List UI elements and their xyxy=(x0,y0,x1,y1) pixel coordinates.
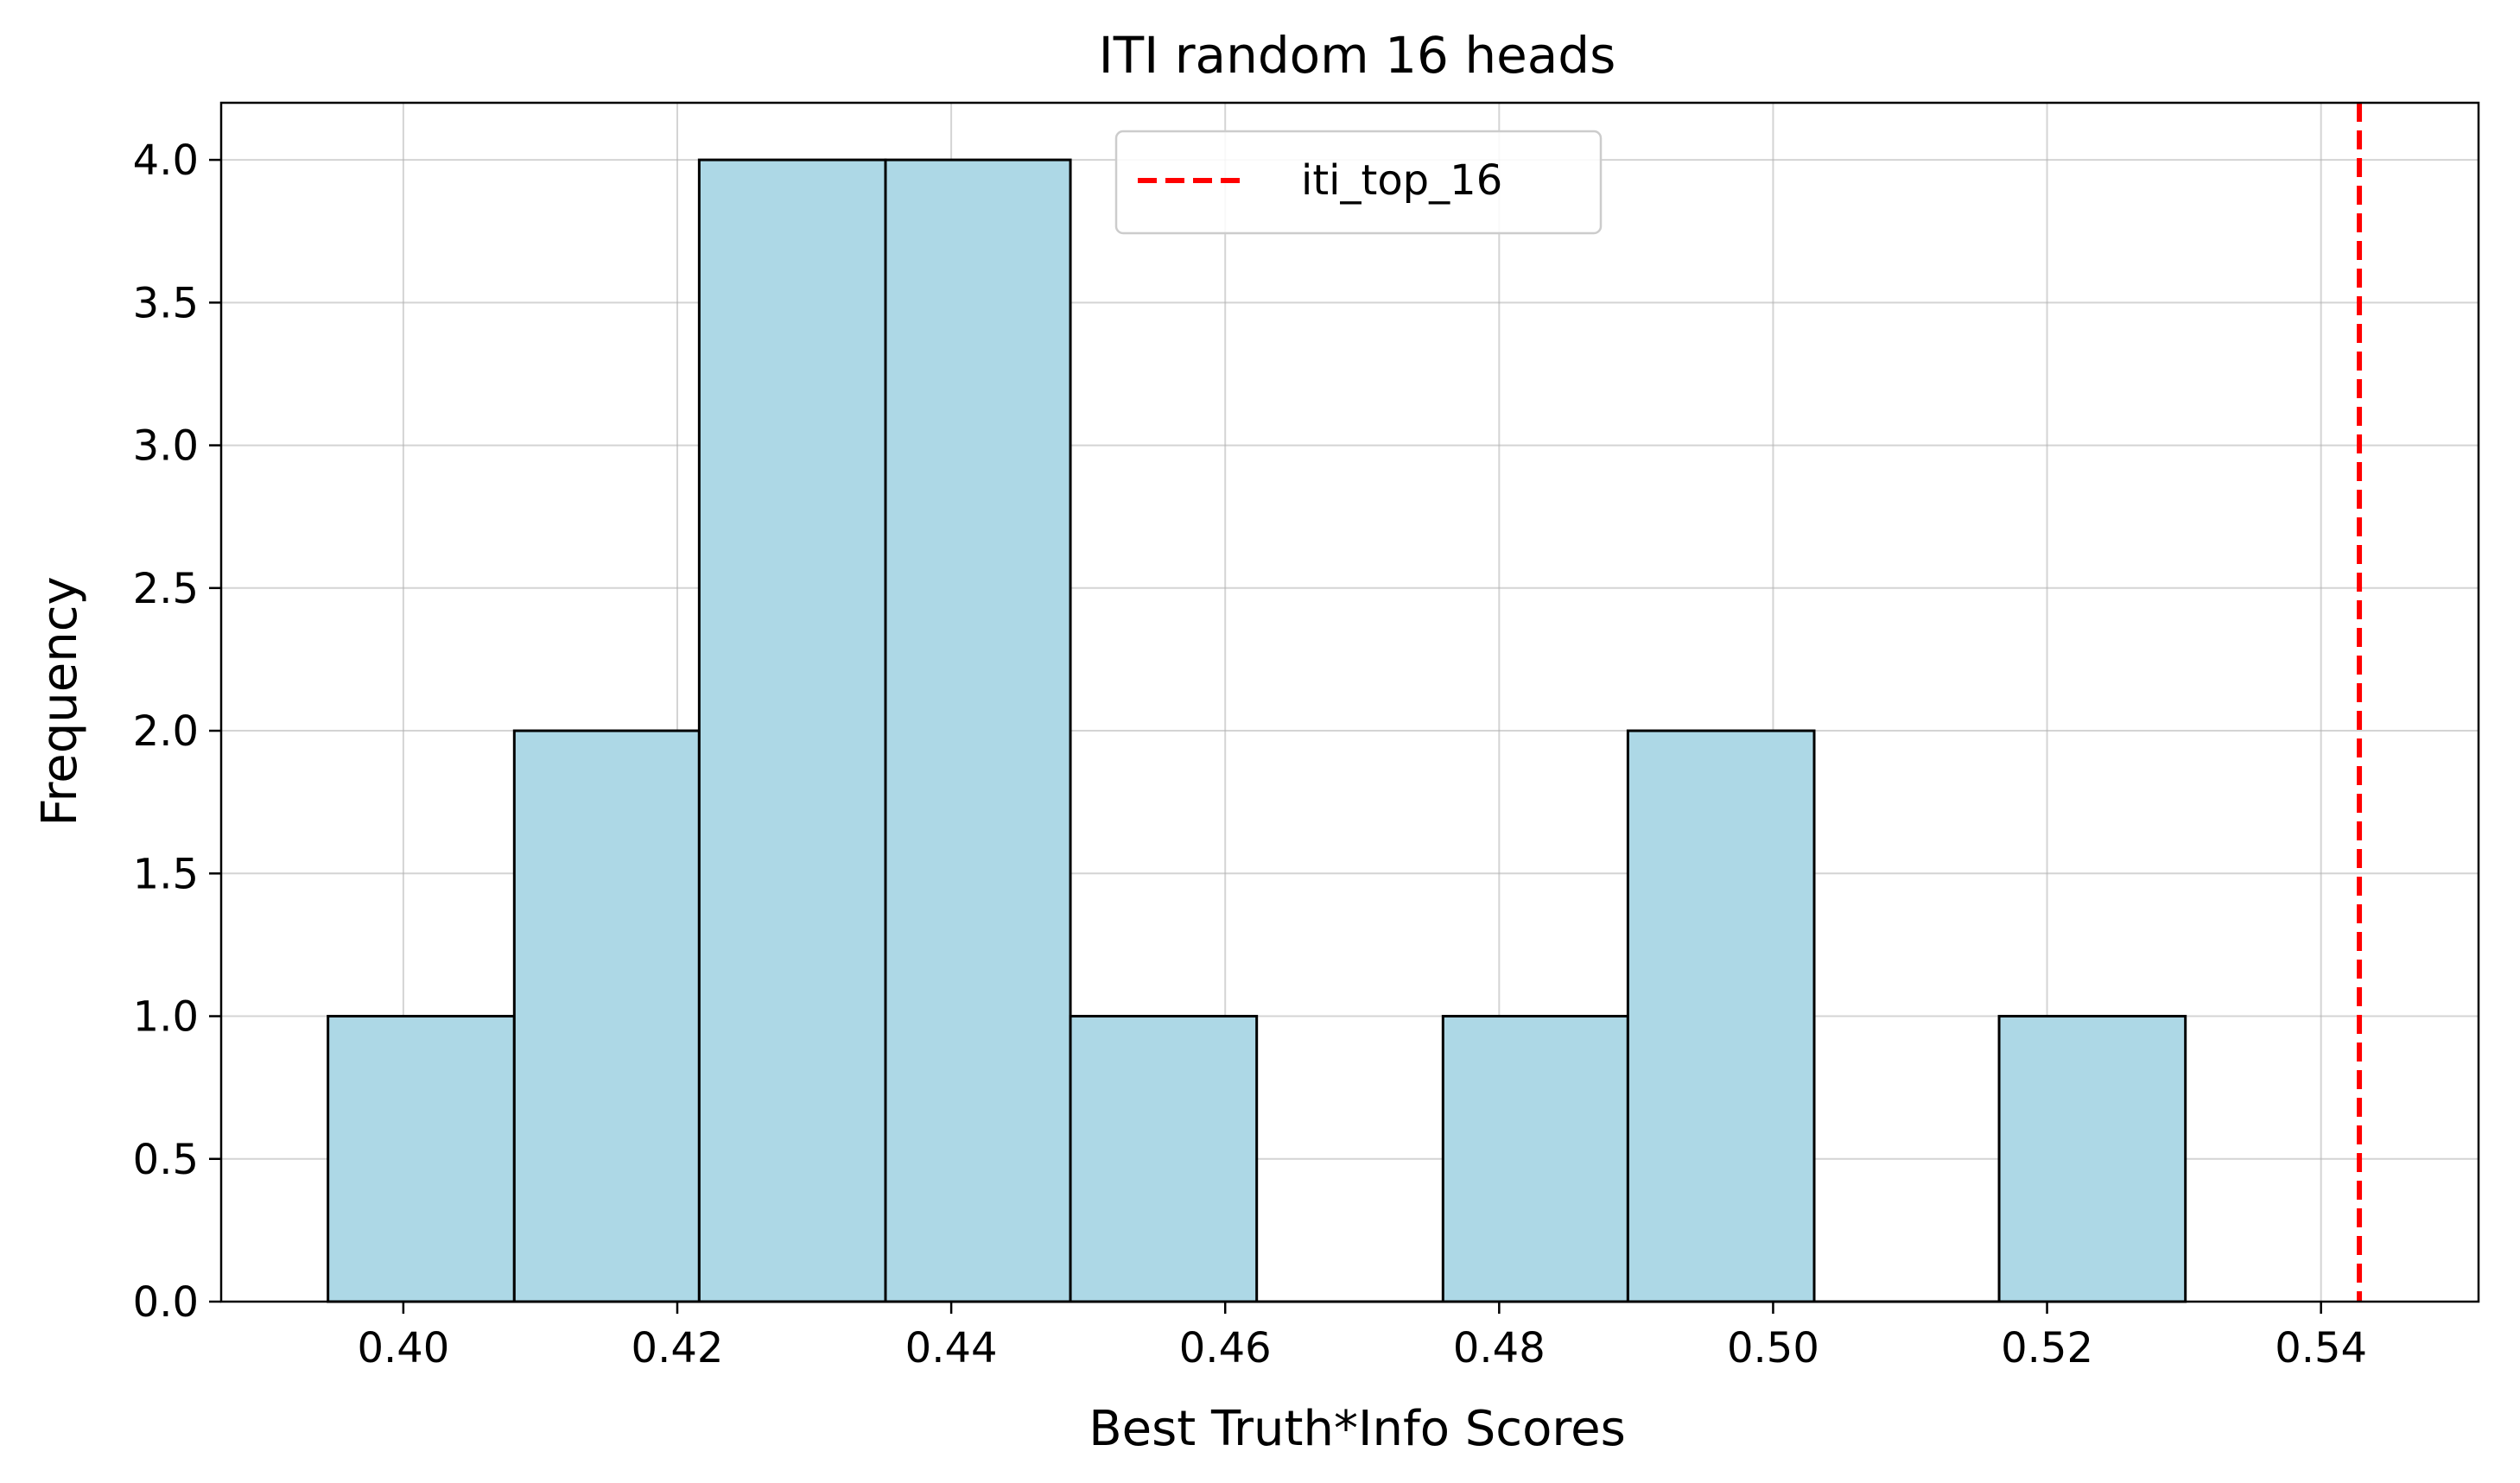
histogram-bar xyxy=(697,158,887,1303)
chart-title: ITI random 16 heads xyxy=(1099,26,1616,85)
y-tick-label: 1.5 xyxy=(133,850,199,898)
x-tick-label: 0.48 xyxy=(1453,1324,1546,1372)
x-axis-ticks: 0.40 0.42 0.44 0.46 0.48 0.50 0.52 0.54 xyxy=(357,1302,2367,1372)
x-axis-label: Best Truth*Info Scores xyxy=(1089,1401,1626,1457)
y-tick-label: 2.5 xyxy=(133,565,199,613)
x-tick-label: 0.54 xyxy=(2275,1324,2367,1372)
y-tick-label: 1.0 xyxy=(133,993,199,1042)
x-tick-label: 0.42 xyxy=(632,1324,724,1372)
histogram-bar xyxy=(512,729,701,1303)
x-tick-label: 0.44 xyxy=(905,1324,998,1372)
x-tick-label: 0.46 xyxy=(1179,1324,1272,1372)
x-tick-label: 0.52 xyxy=(2001,1324,2093,1372)
plot-frame xyxy=(219,101,2480,1303)
y-axis-ticks: 0.0 0.5 1.0 1.5 2.0 2.5 3.0 3.5 4.0 xyxy=(133,136,221,1327)
y-tick-label: 3.0 xyxy=(133,422,199,471)
y-tick-label: 4.0 xyxy=(133,136,199,185)
y-tick-label: 0.5 xyxy=(133,1136,199,1184)
legend-box xyxy=(1114,130,1603,235)
x-tick-label: 0.40 xyxy=(357,1324,449,1372)
y-tick-label: 0.0 xyxy=(133,1278,199,1327)
histogram-bar xyxy=(1997,1015,2187,1303)
y-tick-label: 2.0 xyxy=(133,707,199,756)
histogram-bar xyxy=(884,158,1072,1303)
histogram-bar xyxy=(1441,1015,1629,1303)
histogram-bar xyxy=(1069,1015,1259,1303)
y-tick-label: 3.5 xyxy=(133,279,199,327)
bars xyxy=(327,158,2187,1303)
legend: iti_top_16 xyxy=(1114,130,1603,235)
legend-label: iti_top_16 xyxy=(1301,156,1502,205)
histogram-bar xyxy=(1626,729,1816,1303)
y-axis-label: Frequency xyxy=(32,576,88,826)
x-tick-label: 0.50 xyxy=(1727,1324,1819,1372)
histogram-bar xyxy=(327,1015,516,1303)
